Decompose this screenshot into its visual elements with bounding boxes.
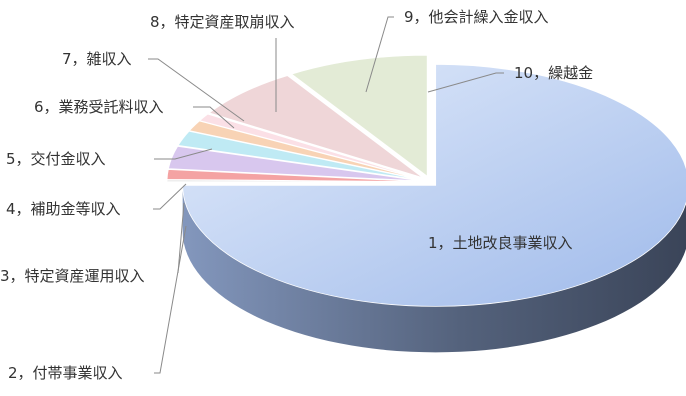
slice-3 [166,169,421,183]
slice-5 [177,130,421,181]
slice-label-3: 3，特定資産運用収入 [0,267,145,285]
leader-line-9 [365,16,394,93]
slice-7 [198,113,422,180]
leader-line-10 [427,72,504,93]
leader-line-7 [148,58,245,122]
slice-4 [167,145,421,182]
leader-line-2 [154,225,187,374]
slice-label-10: 10，繰越金 [514,64,593,82]
slice-label-1: 1，土地改良事業収入 [428,234,573,252]
slice-6 [188,120,422,180]
leader-lines [148,16,504,374]
leader-line-4 [153,183,187,210]
leader-line-6 [193,106,235,129]
slice-9 [290,54,428,178]
slice-label-5: 5，交付金収入 [6,150,106,168]
slice-label-4: 4，補助金等収入 [6,200,121,218]
slice-side-1-b [182,185,686,353]
slice-label-7: 7，雑収入 [62,50,132,68]
slice-1 [182,63,686,307]
leader-line-3 [177,202,185,274]
slice-labels: 1，土地改良事業収入 2，付帯事業収入 3，特定資産運用収入 4，補助金等収入 5，交付… [0,8,593,382]
pie-slices [166,54,686,353]
leader-line-5 [154,148,213,160]
slice-label-6: 6，業務受託料収入 [34,98,164,116]
slice-label-2: 2，付帯事業収入 [8,364,123,382]
slice-label-9: 9，他会計繰入金収入 [404,8,549,26]
slice-8 [208,75,424,179]
slice-label-8: 8，特定資産取崩収入 [150,13,295,31]
